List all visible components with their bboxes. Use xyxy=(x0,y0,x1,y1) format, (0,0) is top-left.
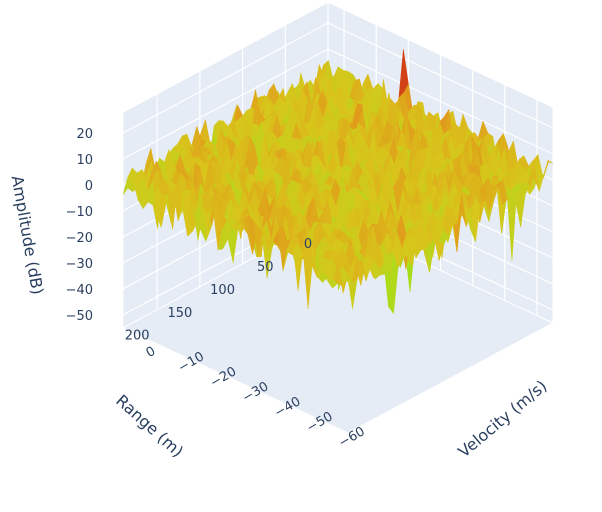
amplitude-surface xyxy=(122,49,554,315)
z-axis-title: Amplitude (dB) xyxy=(8,174,48,296)
z-tick-label: 20 xyxy=(76,127,93,142)
y-tick-label: 100 xyxy=(210,283,235,298)
z-tick-label: −30 xyxy=(66,257,93,272)
z-tick-label: −20 xyxy=(66,231,93,246)
y-axis-title: Range (m) xyxy=(112,391,187,461)
x-axis-title: Velocity (m/s) xyxy=(454,376,550,461)
z-tick-label: −40 xyxy=(66,283,93,298)
y-tick-label: 150 xyxy=(167,306,192,321)
z-tick-label: 10 xyxy=(76,153,93,168)
z-tick-label: 0 xyxy=(85,179,93,194)
y-tick-label: 0 xyxy=(304,237,312,252)
y-tick-label: 200 xyxy=(125,329,150,344)
x-tick-label: 0 xyxy=(144,344,159,361)
y-tick-label: 50 xyxy=(257,260,274,275)
z-tick-label: −10 xyxy=(66,205,93,220)
z-tick-label: −50 xyxy=(66,309,93,324)
floor-plane xyxy=(121,217,555,434)
surface-cell xyxy=(342,274,353,309)
